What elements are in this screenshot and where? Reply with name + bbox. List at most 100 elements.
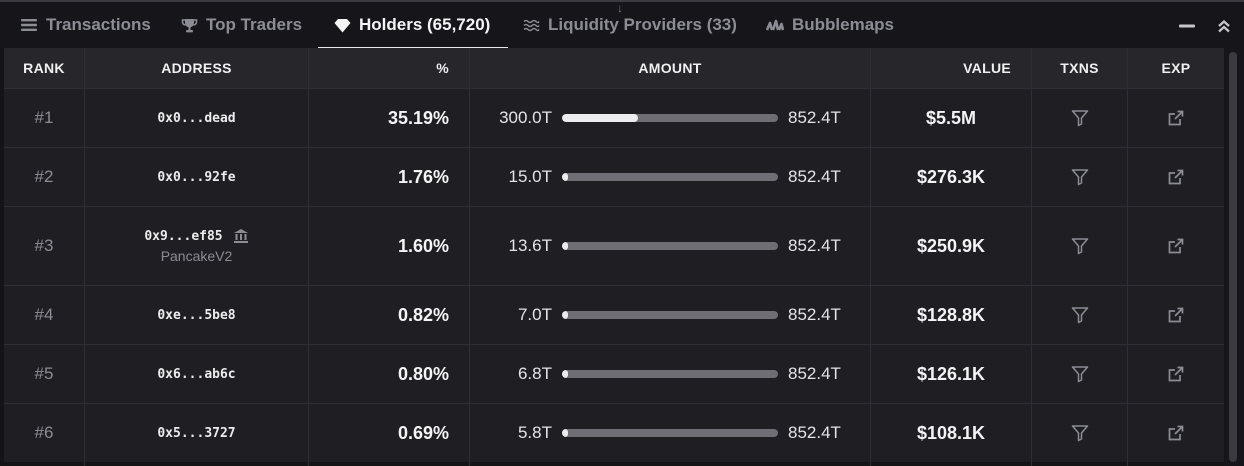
table-row[interactable]: #5 0x6...ab6c 0.80% 6.8T 852.4T $126.1K	[4, 344, 1224, 403]
amount-bar-fill	[562, 429, 569, 437]
external-link-icon	[1167, 306, 1185, 324]
address-link[interactable]: 0x0...92fe	[157, 169, 236, 185]
amount-cell: 300.0T 852.4T	[470, 89, 870, 147]
column-header-exp[interactable]: EXP	[1161, 60, 1191, 76]
collapse-button[interactable]	[1214, 14, 1234, 38]
filter-icon	[1071, 237, 1089, 255]
txns-filter-button[interactable]	[1032, 148, 1127, 206]
external-link-icon	[1167, 365, 1185, 383]
amount-bar	[562, 370, 778, 378]
external-link-icon	[1167, 168, 1185, 186]
table-row[interactable]: #4 0xe...5be8 0.82% 7.0T 852.4T $128.8K	[4, 285, 1224, 344]
chevrons-up-icon	[1218, 20, 1230, 33]
tab-label: Liquidity Providers (33)	[548, 15, 737, 34]
amount-bar	[562, 173, 778, 181]
tab-top-traders[interactable]: Top Traders	[180, 2, 302, 48]
address-cell: 0x9...ef85 PancakeV2	[85, 207, 308, 285]
filter-icon	[1071, 168, 1089, 186]
address-line: 0x9...ef85	[144, 228, 248, 244]
scrollbar-thumb[interactable]	[1229, 52, 1237, 462]
external-link-icon	[1167, 424, 1185, 442]
tab-holders[interactable]: Holders (65,720)	[333, 2, 490, 48]
amount-cell: 5.8T 852.4T	[470, 404, 870, 462]
bubblemaps-icon	[766, 16, 784, 34]
percent-cell: 35.19%	[387, 107, 449, 128]
percent-cell: 1.76%	[397, 166, 449, 187]
amount-bar-fill	[562, 370, 569, 378]
list-icon	[20, 16, 38, 34]
amount-value: 7.0T	[517, 305, 552, 324]
txns-filter-button[interactable]	[1032, 404, 1127, 462]
tab-label: Top Traders	[206, 15, 303, 34]
external-link-icon	[1167, 109, 1185, 127]
amount-total: 852.4T	[788, 167, 841, 186]
amount-value: 5.8T	[517, 423, 552, 442]
amount-bar-fill	[562, 114, 639, 122]
column-header-percent[interactable]: %	[436, 60, 449, 76]
amount-bar	[562, 242, 778, 250]
rank-cell: #4	[34, 305, 54, 324]
amount-total: 852.4T	[788, 423, 841, 442]
column-header-amount[interactable]: AMOUNT	[638, 60, 702, 76]
explorer-link-button[interactable]	[1128, 404, 1224, 462]
txns-filter-button[interactable]	[1032, 89, 1127, 147]
filter-icon	[1071, 365, 1089, 383]
column-header-address[interactable]: ADDRESS	[161, 60, 232, 76]
amount-cell: 13.6T 852.4T	[470, 207, 870, 285]
tab-bubblemaps[interactable]: Bubblemaps	[766, 2, 894, 48]
txns-filter-button[interactable]	[1032, 207, 1127, 285]
tab-liquidity-providers[interactable]: Liquidity Providers (33)	[522, 2, 737, 48]
address-link[interactable]: 0x6...ab6c	[157, 366, 236, 382]
amount-value: 300.0T	[499, 108, 552, 127]
address-link[interactable]: 0x9...ef85	[144, 228, 223, 244]
column-header-value[interactable]: VALUE	[963, 60, 1011, 76]
amount-value: 6.8T	[517, 364, 552, 383]
tab-bar: Transactions Top Traders Holders (65,720…	[0, 0, 1244, 49]
value-cell: $5.5M	[925, 107, 977, 128]
txns-filter-button[interactable]	[1032, 286, 1127, 344]
value-cell: $276.3K	[916, 166, 986, 187]
value-cell: $128.8K	[916, 304, 986, 325]
minimize-button[interactable]	[1177, 14, 1197, 38]
table-row[interactable]: #3 0x9...ef85 PancakeV2 1.60% 13.6T 852.4T $25…	[4, 206, 1224, 285]
address-link[interactable]: 0x5...3727	[157, 425, 236, 441]
external-link-icon	[1167, 237, 1185, 255]
explorer-link-button[interactable]	[1128, 286, 1224, 344]
explorer-link-button[interactable]	[1128, 345, 1224, 403]
minimize-icon	[1179, 24, 1195, 28]
table-row[interactable]: #2 0x0...92fe 1.76% 15.0T 852.4T $276.3K	[4, 147, 1224, 206]
address-link[interactable]: 0x0...dead	[157, 110, 236, 126]
column-header-txns[interactable]: TXNS	[1060, 60, 1099, 76]
rank-cell: #3	[34, 236, 54, 255]
column-header-rank[interactable]: RANK	[23, 60, 65, 76]
explorer-link-button[interactable]	[1128, 89, 1224, 147]
amount-total: 852.4T	[788, 305, 841, 324]
address-line: 0x6...ab6c	[157, 367, 235, 382]
waves-icon	[522, 16, 540, 34]
txns-filter-button[interactable]	[1032, 345, 1127, 403]
filter-icon	[1071, 424, 1089, 442]
address-link[interactable]: 0xe...5be8	[157, 307, 236, 323]
amount-total: 852.4T	[788, 364, 841, 383]
amount-bar-fill	[562, 242, 569, 250]
drag-handle-icon[interactable]: ↓	[617, 1, 623, 15]
address-cell: 0x5...3727	[85, 404, 308, 462]
value-cell: $126.1K	[916, 363, 986, 384]
table-row[interactable]: #1 0x0...dead 35.19% 300.0T 852.4T $5.5M	[4, 88, 1224, 147]
address-line: 0x0...92fe	[157, 170, 235, 185]
column-divider	[308, 48, 309, 466]
tab-transactions[interactable]: Transactions	[20, 2, 151, 48]
rank-cell: #6	[34, 423, 54, 442]
amount-bar-fill	[562, 173, 569, 181]
address-line: 0x5...3727	[157, 426, 235, 441]
filter-icon	[1071, 306, 1089, 324]
address-line: 0xe...5be8	[157, 308, 235, 323]
amount-total: 852.4T	[788, 236, 841, 255]
percent-cell: 0.69%	[397, 422, 449, 443]
address-tag: PancakeV2	[160, 248, 233, 264]
address-cell: 0x0...92fe	[85, 148, 308, 206]
explorer-link-button[interactable]	[1128, 148, 1224, 206]
explorer-link-button[interactable]	[1128, 207, 1224, 285]
value-cell: $250.9K	[916, 235, 986, 256]
table-row[interactable]: #6 0x5...3727 0.69% 5.8T 852.4T $108.1K	[4, 403, 1224, 462]
